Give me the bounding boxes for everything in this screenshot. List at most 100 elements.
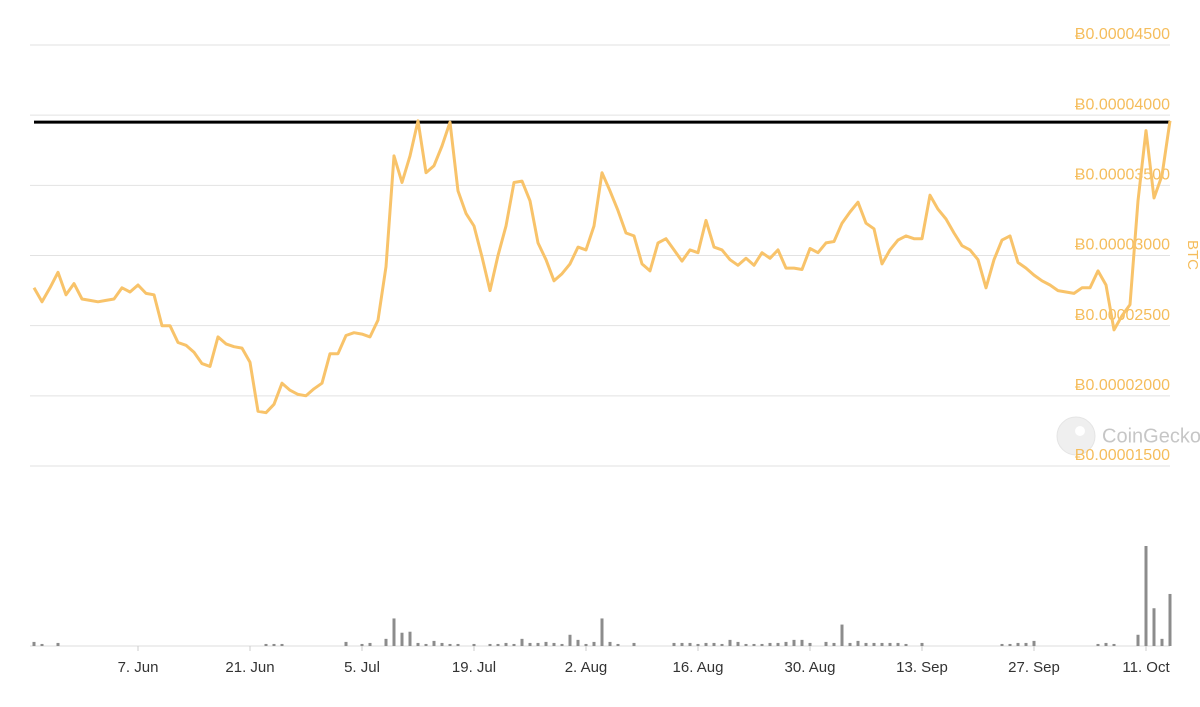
volume-bar: [448, 643, 452, 646]
volume-bar: [760, 643, 764, 646]
volume-bar: [488, 643, 492, 646]
volume-bar: [472, 643, 476, 646]
y-tick-label: Ƀ0.00001500: [1075, 447, 1170, 464]
volume-bar: [920, 642, 924, 646]
volume-bar: [840, 624, 844, 646]
volume-bar: [736, 641, 740, 646]
volume-bar: [56, 642, 60, 646]
x-tick-label: 5. Jul: [344, 659, 380, 676]
watermark-logo: [1056, 416, 1096, 456]
volume-bar: [872, 642, 876, 646]
x-tick-label: 27. Sep: [1008, 659, 1060, 676]
volume-bar: [888, 642, 892, 646]
volume-bar: [712, 642, 716, 646]
y-tick-label: Ƀ0.00003000: [1075, 237, 1170, 254]
volume-bar: [432, 640, 436, 646]
x-tick-label: 21. Jun: [225, 659, 274, 676]
volume-bar: [368, 642, 372, 646]
volume-bar: [672, 642, 676, 646]
volume-bar: [1168, 593, 1172, 646]
volume-bar: [632, 642, 636, 646]
volume-bar: [752, 643, 756, 646]
volume-bar: [360, 643, 364, 646]
volume-bar: [896, 642, 900, 646]
volume-bar: [568, 634, 572, 646]
y-tick-label: Ƀ0.00004000: [1075, 96, 1170, 113]
volume-bar: [384, 638, 388, 646]
volume-bar: [1096, 643, 1100, 646]
volume-bar: [824, 641, 828, 646]
volume-bar: [832, 642, 836, 646]
volume-bar: [728, 639, 732, 646]
volume-bar: [1112, 643, 1116, 646]
volume-bar: [776, 642, 780, 646]
volume-bar: [1152, 608, 1156, 646]
x-tick-label: 7. Jun: [118, 659, 159, 676]
volume-bar: [344, 641, 348, 646]
x-tick-label: 30. Aug: [785, 659, 836, 676]
volume-bar: [1008, 643, 1012, 646]
volume-bar: [808, 642, 812, 646]
volume-bar: [576, 639, 580, 646]
volume-bar: [704, 642, 708, 646]
watermark: CoinGecko: [1056, 416, 1200, 456]
volume-bar: [400, 632, 404, 646]
volume-bar: [696, 643, 700, 646]
volume-bar: [264, 643, 268, 646]
volume-bar: [496, 643, 500, 646]
volume-bar: [792, 639, 796, 646]
volume-bar: [1024, 642, 1028, 646]
x-tick-label: 13. Sep: [896, 659, 948, 676]
volume-bar: [272, 643, 276, 646]
x-tick-label: 2. Aug: [565, 659, 608, 676]
volume-bar: [512, 643, 516, 646]
volume-bar: [768, 642, 772, 646]
watermark-logo-eye: [1075, 426, 1085, 436]
x-tick-label: 19. Jul: [452, 659, 496, 676]
volume-bar: [592, 641, 596, 646]
volume-bar: [616, 643, 620, 646]
volume-bar: [1160, 638, 1164, 646]
volume-bar: [1136, 634, 1140, 646]
volume-bar: [40, 643, 44, 646]
volume-bar: [536, 642, 540, 646]
volume-bar: [552, 642, 556, 646]
watermark-text: CoinGecko: [1102, 425, 1200, 447]
y-tick-label: Ƀ0.00002000: [1075, 377, 1170, 394]
volume-bar: [848, 642, 852, 646]
volume-bar: [528, 642, 532, 646]
volume-bar: [720, 643, 724, 646]
volume-bar: [856, 640, 860, 646]
volume-bar: [544, 641, 548, 646]
price-line: [32, 119, 1172, 415]
volume-bar: [680, 642, 684, 646]
volume-bar: [1104, 642, 1108, 646]
y-axis-label: BTC: [1184, 240, 1200, 270]
volume-bar: [688, 642, 692, 646]
volume-bar: [1032, 640, 1036, 646]
volume-bar: [560, 643, 564, 646]
y-tick-label: Ƀ0.00003500: [1075, 167, 1170, 184]
x-tick-label: 16. Aug: [673, 659, 724, 676]
volume-bar: [408, 631, 412, 646]
volume-bar: [608, 641, 612, 646]
volume-bar: [32, 641, 36, 646]
volume-bar: [424, 643, 428, 646]
volume-bar: [800, 639, 804, 646]
volume-bar: [1016, 642, 1020, 646]
x-tick-label: 11. Oct: [1122, 659, 1170, 676]
volume-bar: [1144, 546, 1148, 646]
volume-bar: [1000, 643, 1004, 646]
volume-bar: [864, 642, 868, 646]
volume-bar: [416, 642, 420, 646]
volume-bar: [392, 618, 396, 646]
volume-bar: [880, 642, 884, 646]
volume-bar: [440, 642, 444, 646]
volume-bar: [456, 643, 460, 646]
volume-bar: [904, 643, 908, 646]
volume-bar: [744, 643, 748, 646]
volume-bar: [520, 638, 524, 646]
volume-bar: [280, 643, 284, 646]
